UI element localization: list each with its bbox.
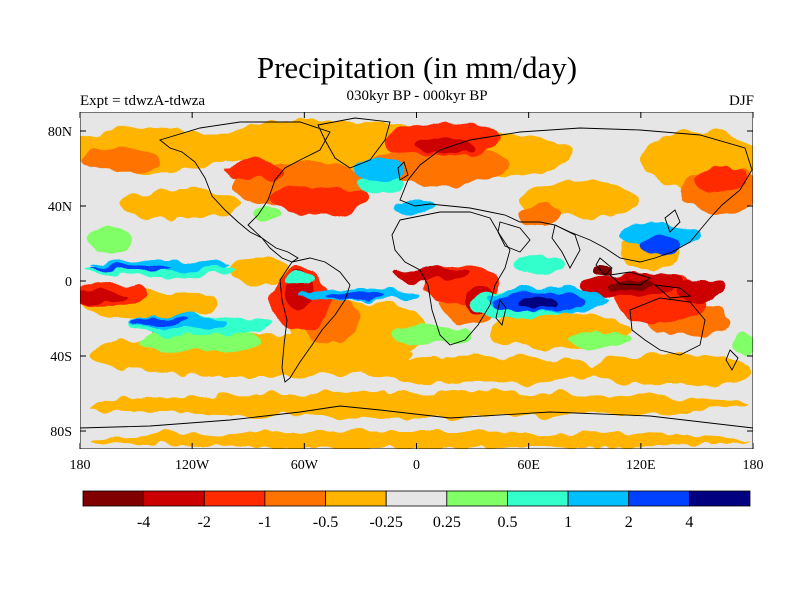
colorbar-label: 0.5 (497, 514, 517, 531)
colorbar-swatch (203, 490, 266, 507)
y-tick-label: 40S (50, 350, 72, 365)
x-tick-label: 180 (743, 458, 764, 473)
season-label: DJF (728, 93, 754, 109)
colorbar-label: 2 (625, 514, 633, 531)
y-tick-label: 80S (50, 425, 72, 440)
colorbar-swatch (325, 490, 387, 507)
x-tick-label: 180 (70, 458, 91, 473)
colorbar-swatch (507, 490, 569, 507)
colorbar-label: 4 (685, 514, 693, 531)
map-title: Precipitation (in mm/day) (256, 50, 578, 85)
colorbar-label: 1 (564, 514, 572, 531)
precipitation-anomaly-field (80, 120, 753, 448)
colorbar-label: -1 (258, 514, 271, 531)
colorbar-swatch (82, 490, 145, 507)
x-tick-label: 120W (175, 458, 210, 473)
colorbar-label: 0.25 (433, 514, 461, 531)
colorbar-swatch (143, 490, 205, 507)
y-tick-label: 0 (65, 275, 72, 290)
colorbar-swatch (385, 490, 448, 507)
y-tick-label: 80N (48, 125, 72, 140)
colorbar-label: -2 (198, 514, 211, 531)
x-tick-label: 120E (626, 458, 656, 473)
colorbar-swatch (688, 490, 751, 507)
period-label: 030kyr BP - 000kyr BP (346, 88, 488, 104)
colorbar: -4 -2 -1 -0.5 -0.25 0.25 0.5 1 2 4 (82, 490, 751, 531)
latitude-axis: 80N 40N 0 40S 80S (48, 125, 753, 440)
colorbar-label: -4 (137, 514, 150, 531)
colorbar-swatch (567, 490, 630, 507)
map-plot-area (80, 112, 753, 449)
experiment-label: Expt = tdwzA-tdwza (80, 93, 206, 109)
longitude-axis: 180 120W 60W 0 60E 120E 180 (70, 112, 764, 473)
coastlines (80, 117, 753, 429)
colorbar-label: -0.25 (370, 514, 403, 531)
colorbar-swatch (628, 490, 690, 507)
colorbar-label: -0.5 (313, 514, 338, 531)
colorbar-swatch (446, 490, 508, 507)
colorbar-swatch (264, 490, 326, 507)
x-tick-label: 0 (413, 458, 420, 473)
x-tick-label: 60W (291, 458, 319, 473)
x-tick-label: 60E (517, 458, 540, 473)
y-tick-label: 40N (48, 200, 72, 215)
